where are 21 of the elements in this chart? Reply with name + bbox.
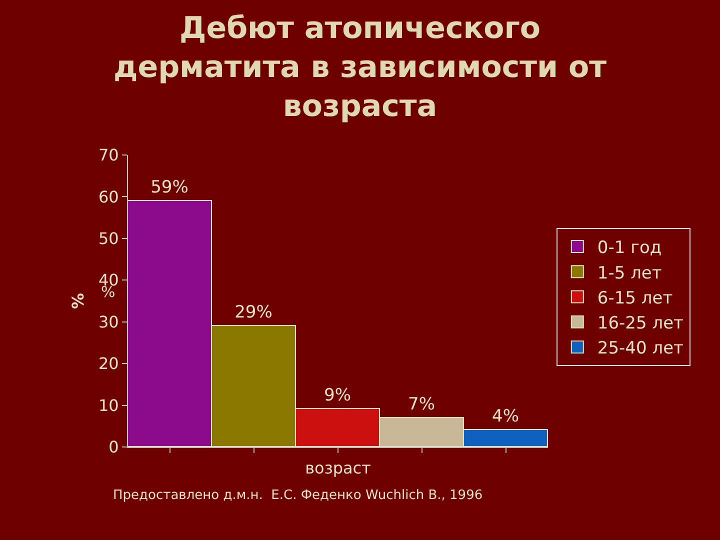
y-tick-label: 70 xyxy=(98,146,119,165)
legend-label: 6-15 лет xyxy=(597,288,673,308)
data-label: 29% xyxy=(234,302,272,322)
y-tick-label: 60 xyxy=(98,187,119,206)
y-tick-label: 20 xyxy=(98,354,119,374)
y-tick-label: 0 xyxy=(108,438,119,457)
y-tick-label: 30 xyxy=(98,312,119,332)
legend-label: 16-25 лет xyxy=(597,313,684,334)
x-axis-title: возраст xyxy=(305,458,371,478)
data-label: 7% xyxy=(408,394,435,414)
data-label: 9% xyxy=(324,386,351,406)
legend-label: 0-1 год xyxy=(597,238,662,258)
y-tick-label: 50 xyxy=(98,229,119,248)
legend-label: 25-40 лет xyxy=(597,338,684,359)
y-tick-label: 10 xyxy=(98,396,119,415)
y-axis-title: % xyxy=(68,292,88,310)
data-label: 4% xyxy=(492,406,519,426)
data-label: 59% xyxy=(150,178,188,198)
chart-title: Дебют атопического дерматита в зависимости от возраста xyxy=(114,10,608,124)
legend-label: 1-5 лет xyxy=(597,263,662,284)
text: Предоставлено д.м.н. Е.С. Феденко Wuchlich B., 1996 xyxy=(113,488,483,503)
